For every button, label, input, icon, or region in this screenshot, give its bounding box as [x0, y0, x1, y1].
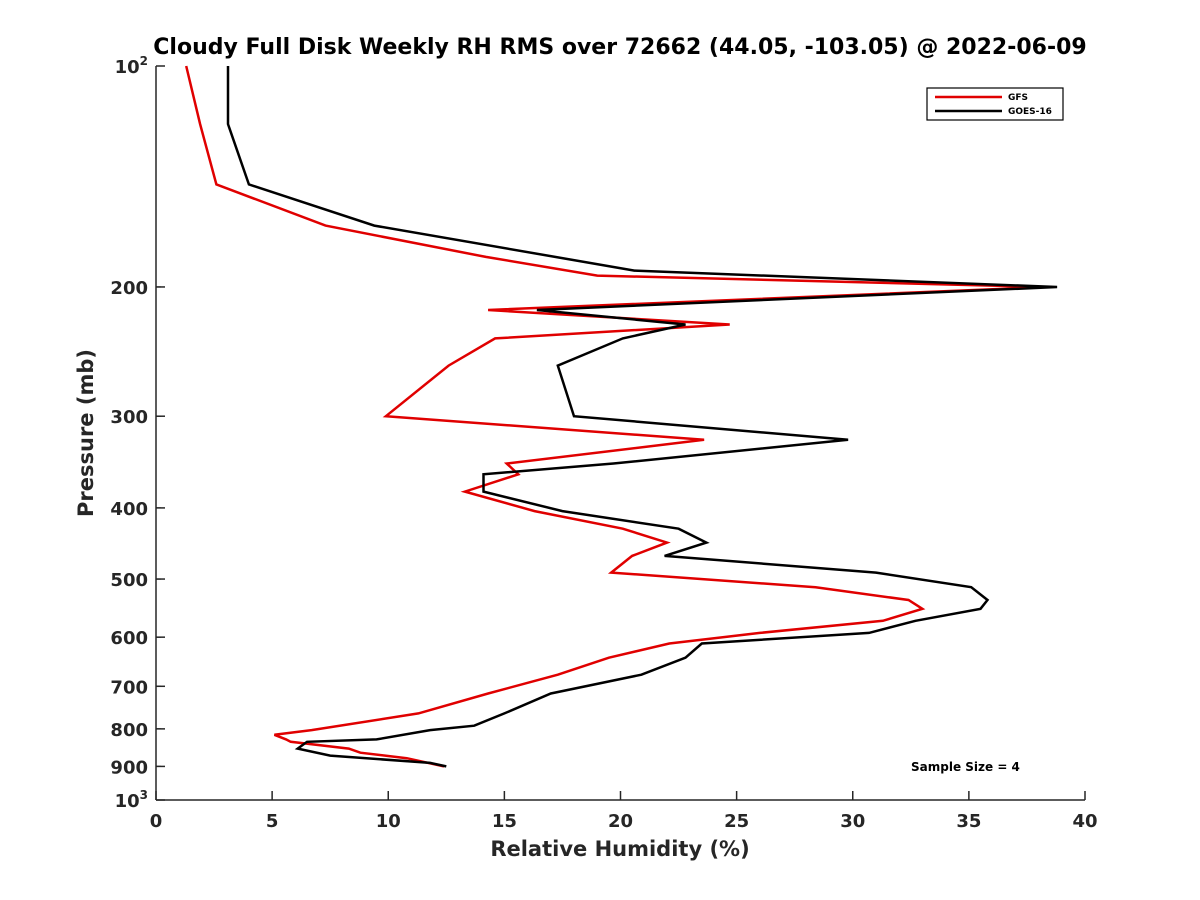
y-tick-label: 800	[110, 720, 148, 741]
y-tick-label: 200	[110, 278, 148, 299]
y-tick-label: 300	[110, 407, 148, 428]
y-tick-label: 700	[110, 677, 148, 698]
x-axis-label: Relative Humidity (%)	[490, 837, 749, 861]
y-tick-label: 102	[115, 54, 148, 78]
x-tick-label: 35	[956, 811, 981, 832]
ticks-layer: 0 5 10 15 20 25 30 35 40 102 200 300 400 500 600 700 800…	[110, 54, 1097, 832]
y-tick-label: 600	[110, 628, 148, 649]
x-tick-label: 40	[1072, 811, 1097, 832]
legend: GFS GOES-16	[926, 87, 1064, 121]
y-tick-label: 103	[115, 788, 148, 812]
series-layer	[184, 65, 1058, 768]
x-tick-label: 5	[266, 811, 279, 832]
series-line-goes16	[226, 66, 1058, 768]
y-tick-label: 500	[110, 570, 148, 591]
x-tick-label: 20	[608, 811, 633, 832]
x-tick-label: 0	[150, 811, 163, 832]
legend-box	[926, 87, 1064, 121]
y-axis-label: Pressure (mb)	[74, 349, 98, 517]
legend-label-goes16: GOES-16	[1008, 107, 1052, 117]
x-tick-label: 15	[492, 811, 517, 832]
y-tick-label: 400	[110, 499, 148, 520]
y-tick-label: 900	[110, 757, 148, 778]
x-tick-label: 25	[724, 811, 749, 832]
x-tick-label: 30	[840, 811, 865, 832]
sample-size-annotation: Sample Size = 4	[911, 760, 1020, 774]
chart-title: Cloudy Full Disk Weekly RH RMS over 7266…	[153, 35, 1086, 60]
legend-label-gfs: GFS	[1008, 93, 1028, 103]
x-tick-label: 10	[376, 811, 401, 832]
